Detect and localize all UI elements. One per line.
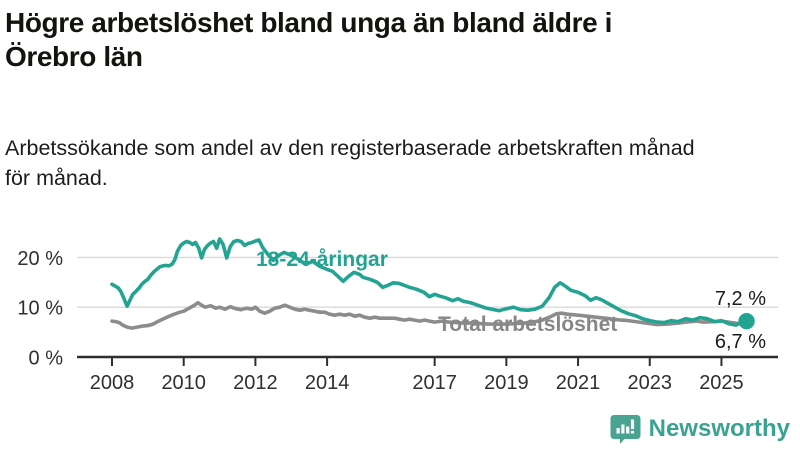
x-tick-label: 2010 bbox=[161, 372, 206, 394]
x-axis bbox=[77, 355, 778, 366]
x-tick-label: 2023 bbox=[628, 372, 673, 394]
x-tick-label: 2021 bbox=[556, 372, 601, 394]
exclamation-stroke bbox=[630, 419, 634, 429]
page-subtitle: Arbetssökande som andel av den registerb… bbox=[5, 133, 695, 193]
y-tick-label: 0 % bbox=[29, 348, 64, 370]
series-lines bbox=[110, 237, 755, 330]
page-title-line1: Högre arbetslöshet bland unga än bland ä… bbox=[5, 7, 613, 38]
x-tick-label: 2012 bbox=[233, 372, 278, 394]
total-end-value-label: 6,7 % bbox=[715, 331, 766, 353]
x-tick-label: 2008 bbox=[90, 372, 135, 394]
youth-end-value-label: 7,2 % bbox=[715, 288, 766, 310]
x-tick-label: 2019 bbox=[484, 372, 529, 394]
x-tick-label: 2025 bbox=[699, 372, 744, 394]
newsworthy-logo: Newsworthy bbox=[610, 414, 790, 444]
x-axis-labels: 2008 2010 2012 2014 2017 2019 2021 2023 2025 bbox=[90, 372, 744, 394]
bar-2 bbox=[620, 424, 625, 434]
y-tick-label: 20 % bbox=[17, 248, 63, 270]
x-tick-label: 2017 bbox=[412, 372, 457, 394]
x-tick-label: 2014 bbox=[305, 372, 350, 394]
y-axis-labels: 0 % 10 % 20 % bbox=[17, 248, 63, 370]
page-title-line2: Örebro län bbox=[5, 41, 143, 72]
youth-series-label: 18-24-åringar bbox=[256, 248, 388, 271]
newsworthy-logo-icon bbox=[610, 415, 641, 444]
total-series-label: Total arbetslöshet bbox=[438, 313, 617, 336]
page-subtitle-line2: för månad. bbox=[5, 166, 108, 190]
bar-3 bbox=[625, 426, 629, 434]
gridlines bbox=[77, 256, 778, 308]
chart-labels: 18-24-åringar Total arbetslöshet 7,2 % 6… bbox=[256, 248, 766, 353]
y-tick-label: 10 % bbox=[17, 298, 63, 320]
page-title: Högre arbetslöshet bland unga än bland ä… bbox=[5, 6, 612, 74]
exclamation-dot bbox=[630, 430, 634, 434]
total-line bbox=[110, 300, 749, 330]
newsworthy-logo-text: Newsworthy bbox=[648, 415, 790, 442]
page-subtitle-line1: Arbetssökande som andel av den registerb… bbox=[5, 136, 695, 160]
youth-end-dot bbox=[738, 312, 755, 330]
speech-bubble-shape bbox=[610, 415, 641, 444]
youth-line bbox=[110, 237, 749, 327]
bar-1 bbox=[616, 428, 620, 434]
